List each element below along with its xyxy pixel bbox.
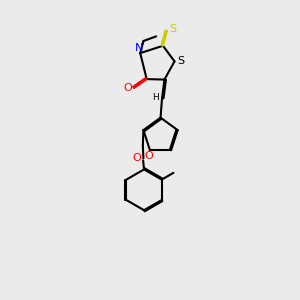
Text: O: O [144, 151, 153, 160]
Text: O: O [133, 153, 141, 163]
Text: H: H [152, 93, 159, 102]
Text: S: S [169, 24, 176, 34]
Text: N: N [134, 43, 143, 53]
Text: O: O [124, 83, 132, 93]
Text: S: S [178, 56, 185, 66]
